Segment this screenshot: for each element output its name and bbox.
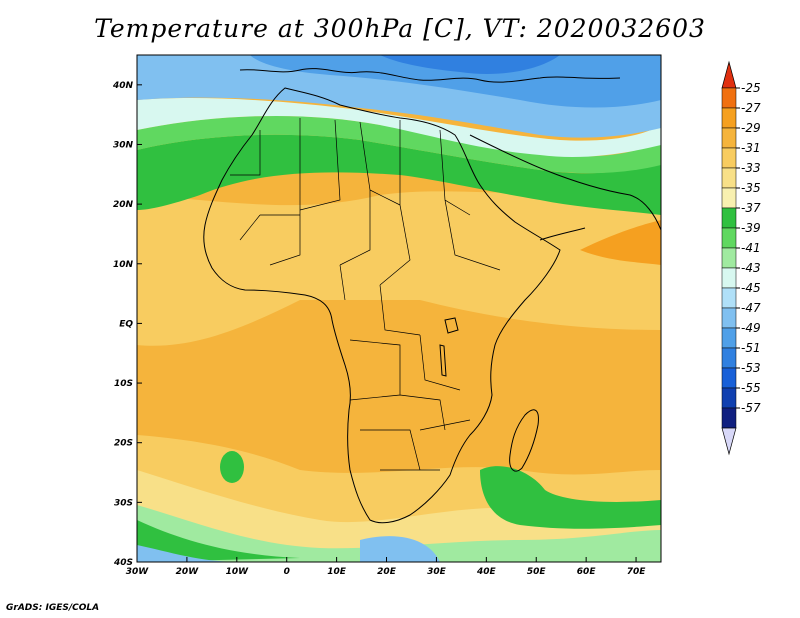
colorbar-swatch (721, 367, 737, 389)
colorbar-label: -57 (741, 401, 761, 415)
colorbar-label: -31 (741, 141, 761, 155)
arabian-peninsula (469, 134, 662, 241)
lat-tick-label: 40N (112, 81, 134, 91)
field-band-blue-south (137, 536, 440, 562)
lat-tick-label: 20S (114, 439, 133, 449)
colorbar-swatch (721, 387, 737, 409)
colorbar-label: -29 (741, 121, 761, 135)
field-band-palegreen (137, 505, 661, 562)
lon-tick-label: 50E (527, 567, 547, 577)
field-orange-east (580, 220, 661, 265)
colorbar-label: -49 (741, 321, 761, 335)
lon-tick-label: 30E (427, 567, 447, 577)
lon-tick-label: 70E (627, 567, 647, 577)
grads-credit: GrADS: IGES/COLA (6, 603, 100, 613)
field-band-palegreen-north (137, 115, 661, 174)
field-band-light (137, 190, 661, 346)
colorbar-label: -33 (741, 161, 761, 175)
colorbar-label: -41 (741, 241, 761, 255)
colorbar-swatch (721, 107, 737, 129)
colorbar: -25 -27 -29 -31 -33 -35 -37 -39 -41 -43 -45 -47 -49 -… (721, 60, 761, 456)
lon-tick-label: 10E (327, 567, 347, 577)
colorbar-swatch (721, 207, 737, 229)
madagascar-coastline (509, 409, 539, 472)
country-borders (230, 118, 501, 471)
lat-tick-label: 30N (113, 140, 134, 150)
colorbar-label: -53 (741, 361, 761, 375)
colorbar-swatch (721, 227, 737, 249)
temperature-field (137, 55, 661, 562)
colorbar-label: -27 (741, 101, 761, 115)
colorbar-label: -55 (741, 381, 761, 395)
field-band-pale (137, 470, 661, 562)
lon-tick-label: 60E (577, 567, 597, 577)
lon-tick-label: 10W (226, 567, 250, 577)
colorbar-swatch (721, 147, 737, 169)
colorbar-top-arrow (721, 60, 737, 89)
colorbar-swatch (721, 407, 737, 429)
map-frame (136, 54, 662, 563)
field-band-blue-deepest-north (380, 55, 560, 75)
colorbar-swatch (721, 127, 737, 149)
colorbar-label: -35 (741, 181, 761, 195)
colorbar-swatch (721, 347, 737, 369)
colorbar-label: -47 (741, 301, 761, 315)
lake-tanganyika (439, 344, 447, 377)
colorbar-label: -43 (741, 261, 761, 275)
mediterranean-north-shore (239, 68, 621, 83)
lat-tick-label: 10N (113, 260, 134, 270)
lon-tick-label: 0 (284, 567, 290, 577)
lon-tick-label: 40E (476, 567, 497, 577)
colorbar-swatch (721, 307, 737, 329)
coastlines-and-borders (203, 68, 662, 524)
lon-tick-label: 20W (176, 567, 200, 577)
colorbar-label: -39 (741, 221, 761, 235)
colorbar-swatch (721, 87, 737, 109)
africa-coastline (203, 87, 561, 524)
colorbar-swatch (721, 327, 737, 349)
lake-victoria (444, 317, 459, 334)
field-band-blue-deep-north (250, 55, 661, 108)
latitude-axis: 40N 30N 20N 10N EQ 10S 20S 30S 40S (112, 81, 142, 568)
colorbar-swatch (721, 187, 737, 209)
colorbar-label: -45 (741, 281, 761, 295)
lon-tick-label: 30W (126, 567, 150, 577)
lat-tick-label: 40S (113, 558, 133, 568)
lat-tick-label: 20N (113, 200, 134, 210)
colorbar-swatch (721, 247, 737, 269)
colorbar-label: -25 (741, 81, 761, 95)
lat-tick-label: 10S (114, 379, 133, 389)
field-band-green-south (137, 466, 661, 562)
colorbar-bottom-arrow (721, 427, 737, 456)
lon-tick-label: 20E (377, 567, 397, 577)
field-green-anomaly (220, 451, 244, 483)
field-band-cyan-north (137, 98, 661, 157)
colorbar-swatch (721, 267, 737, 289)
field-band-green-north (137, 134, 661, 215)
colorbar-label: -51 (741, 341, 761, 355)
chart-title: Temperature at 300hPa [C], VT: 202003260… (94, 14, 706, 43)
colorbar-label: -37 (741, 201, 761, 215)
colorbar-swatch (721, 287, 737, 309)
lat-tick-label: 30S (114, 498, 133, 508)
longitude-axis: 30W 20W 10W 0 10E 20E 30E 40E 50E 60E 70E (126, 557, 646, 577)
colorbar-swatch (721, 167, 737, 189)
lat-tick-label: EQ (119, 319, 133, 329)
